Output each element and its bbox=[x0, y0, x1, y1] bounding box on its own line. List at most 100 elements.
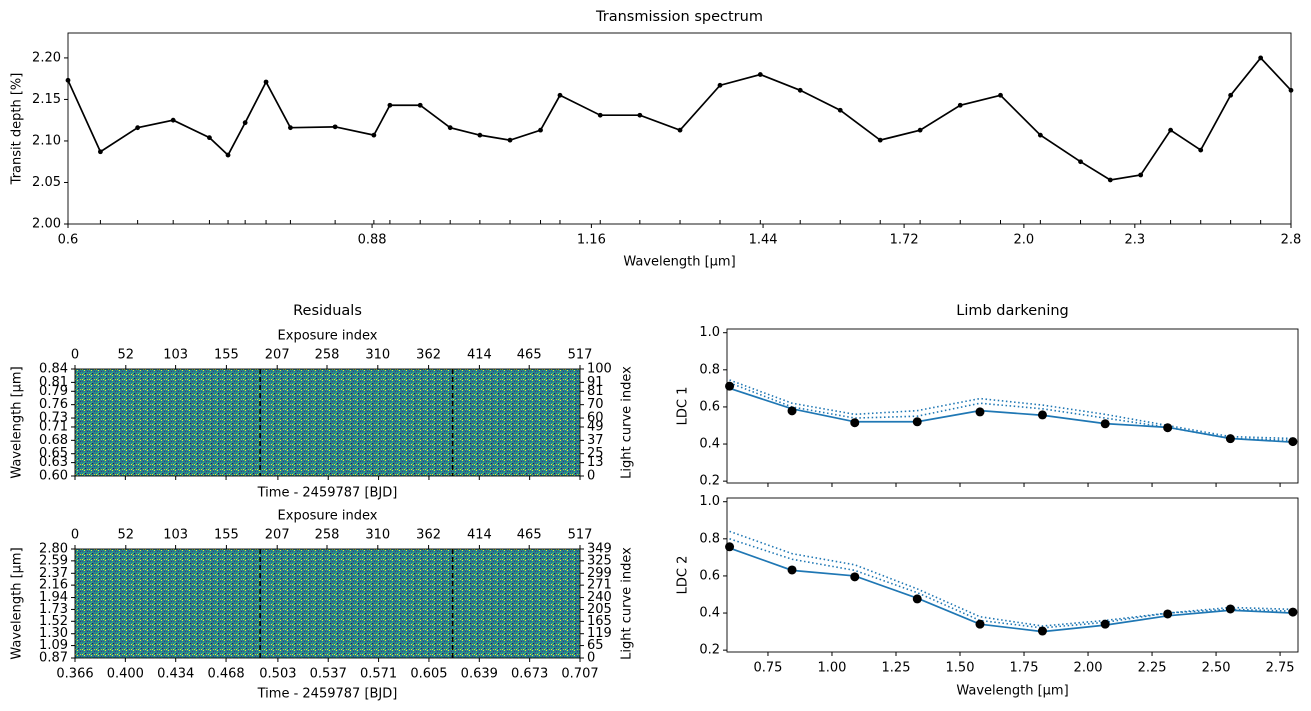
x2-tick-label: 465 bbox=[517, 528, 542, 543]
marker bbox=[677, 127, 683, 133]
marker bbox=[1163, 423, 1173, 433]
series-line bbox=[67, 56, 1292, 181]
x-tick-label: 0.707 bbox=[561, 667, 598, 682]
y-tick-label: 0.60 bbox=[39, 469, 68, 484]
y-tick-label: 1.94 bbox=[39, 590, 68, 605]
y-tick-label: 2.80 bbox=[39, 542, 68, 557]
marker bbox=[65, 77, 71, 83]
x-tick-label: 0.434 bbox=[157, 667, 194, 682]
y-axis-label: Wavelength [μm] bbox=[10, 366, 25, 478]
marker bbox=[837, 107, 843, 113]
y-tick-label: 0.79 bbox=[39, 384, 68, 399]
marker bbox=[371, 132, 377, 138]
y2-tick-label: 0 bbox=[587, 469, 595, 484]
marker bbox=[1225, 604, 1235, 614]
marker bbox=[1037, 410, 1047, 420]
plot-frame bbox=[726, 328, 1299, 484]
x2-tick-label: 207 bbox=[265, 528, 290, 543]
y-axis-label: LDC 1 bbox=[676, 387, 691, 426]
y-tick-label: 0.4 bbox=[699, 606, 720, 621]
y-axis-label: LDC 2 bbox=[676, 556, 691, 595]
heatmap-image bbox=[75, 549, 580, 658]
x2-tick-label: 0 bbox=[71, 528, 79, 543]
y-tick-label: 0.63 bbox=[39, 455, 68, 470]
x-tick-label: 2.50 bbox=[1202, 661, 1231, 676]
x-axis-label: Wavelength [μm] bbox=[956, 684, 1068, 699]
x-tick-label: 1.00 bbox=[818, 661, 847, 676]
x-tick-label: 2.0 bbox=[1014, 233, 1035, 248]
y-tick-label: 2.37 bbox=[39, 566, 68, 581]
y2-tick-label: 49 bbox=[587, 419, 604, 434]
marker bbox=[1198, 147, 1204, 153]
y-tick-label: 1.0 bbox=[699, 325, 720, 340]
marker bbox=[787, 565, 797, 575]
y-tick-label: 0.6 bbox=[699, 568, 720, 583]
y2-axis-label: Light curve index bbox=[620, 547, 635, 660]
x2-axis-label: Exposure index bbox=[278, 509, 378, 524]
marker bbox=[917, 127, 923, 133]
x2-tick-label: 258 bbox=[315, 528, 340, 543]
marker bbox=[787, 406, 797, 416]
x-tick-label: 1.50 bbox=[946, 661, 975, 676]
y2-tick-label: 65 bbox=[587, 638, 604, 653]
marker bbox=[207, 135, 212, 141]
series-line bbox=[729, 387, 1293, 444]
x2-tick-label: 465 bbox=[517, 348, 542, 363]
marker bbox=[225, 152, 231, 158]
x-tick-label: 2.3 bbox=[1124, 233, 1145, 248]
marker bbox=[975, 407, 985, 417]
y-tick-label: 0.4 bbox=[699, 437, 720, 452]
marker bbox=[507, 137, 513, 143]
x-tick-label: 0.88 bbox=[358, 233, 387, 248]
y-axis-label: Transit depth [%] bbox=[10, 73, 25, 186]
marker bbox=[477, 132, 483, 138]
y-tick-label: 0.84 bbox=[39, 362, 68, 377]
marker bbox=[1288, 87, 1294, 93]
marker bbox=[757, 72, 763, 77]
y-tick-label: 0.8 bbox=[699, 531, 720, 546]
y2-tick-label: 205 bbox=[587, 602, 612, 617]
x-tick-label: 1.72 bbox=[890, 233, 919, 248]
marker bbox=[387, 102, 393, 108]
x2-tick-label: 414 bbox=[467, 348, 492, 363]
x-tick-label: 0.400 bbox=[107, 667, 144, 682]
x-tick-label: 0.468 bbox=[207, 667, 244, 682]
x2-tick-label: 414 bbox=[467, 528, 492, 543]
y-tick-label: 0.6 bbox=[699, 399, 720, 414]
y-tick-label: 0.87 bbox=[39, 651, 68, 666]
marker bbox=[557, 92, 563, 98]
y-tick-label: 1.0 bbox=[699, 494, 720, 509]
x2-tick-label: 362 bbox=[416, 528, 441, 543]
y2-tick-label: 25 bbox=[587, 446, 604, 461]
x-axis-label: Time - 2459787 [BJD] bbox=[257, 687, 398, 702]
marker bbox=[725, 381, 735, 391]
y2-tick-label: 81 bbox=[587, 384, 604, 399]
x2-tick-label: 310 bbox=[365, 528, 390, 543]
y-tick-label: 0.68 bbox=[39, 433, 68, 448]
marker bbox=[1100, 619, 1110, 629]
x-tick-label: 0.75 bbox=[753, 661, 782, 676]
series-line bbox=[729, 547, 1293, 633]
y2-tick-label: 119 bbox=[587, 626, 612, 641]
x-tick-label: 0.366 bbox=[56, 667, 93, 682]
y2-tick-label: 37 bbox=[587, 433, 604, 448]
y-tick-label: 2.05 bbox=[32, 175, 61, 190]
x2-tick-label: 362 bbox=[416, 348, 441, 363]
y2-tick-label: 13 bbox=[587, 455, 604, 470]
y-tick-label: 0.76 bbox=[39, 397, 68, 412]
marker bbox=[998, 92, 1003, 98]
x2-tick-label: 517 bbox=[568, 348, 593, 363]
y-tick-label: 0.71 bbox=[39, 419, 68, 434]
marker bbox=[850, 418, 860, 428]
marker bbox=[1037, 132, 1043, 138]
y-tick-label: 1.30 bbox=[39, 626, 68, 641]
x2-tick-label: 103 bbox=[163, 528, 188, 543]
x-tick-label: 0.639 bbox=[461, 667, 498, 682]
marker bbox=[98, 149, 103, 155]
marker bbox=[1100, 419, 1110, 429]
marker bbox=[1225, 434, 1235, 444]
x2-tick-label: 517 bbox=[568, 528, 593, 543]
y-tick-label: 0.8 bbox=[699, 362, 720, 377]
chart-title: Residuals bbox=[293, 303, 362, 319]
